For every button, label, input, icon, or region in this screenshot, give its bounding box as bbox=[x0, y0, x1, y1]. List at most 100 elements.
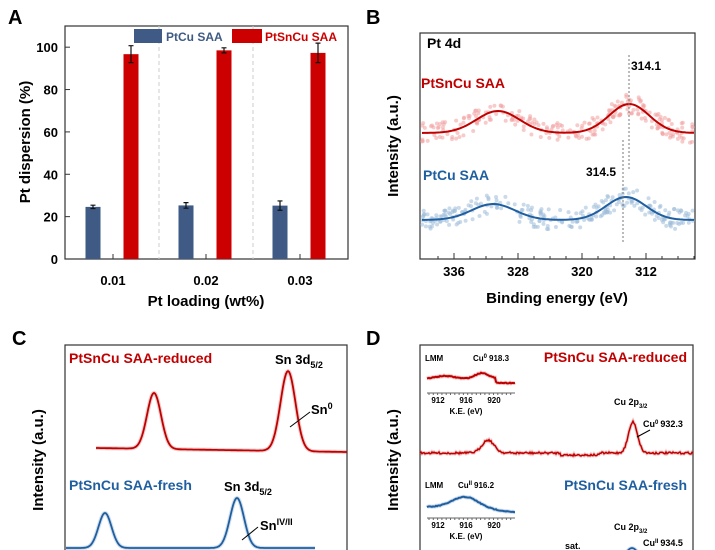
data-point bbox=[474, 196, 479, 201]
bar bbox=[85, 206, 101, 259]
data-point bbox=[545, 223, 550, 228]
data-point bbox=[635, 107, 640, 112]
data-point bbox=[656, 216, 661, 221]
data-point bbox=[450, 208, 455, 213]
error-bar bbox=[90, 204, 96, 210]
species-name: Sn bbox=[260, 518, 277, 533]
data-point bbox=[639, 208, 644, 213]
data-point bbox=[517, 219, 522, 224]
spectrum-curve bbox=[96, 370, 347, 453]
series-label-reduced: PtSnCu SAA-reduced bbox=[544, 349, 687, 365]
peak-label-sn3d-red: Sn 3d5/2 bbox=[275, 352, 323, 370]
data-point bbox=[658, 114, 663, 119]
y-axis-label: Intensity (a.u.) bbox=[385, 95, 402, 197]
y-tick-label: 20 bbox=[44, 210, 58, 225]
data-point bbox=[599, 199, 604, 204]
legend-swatch-ptcu bbox=[134, 29, 162, 43]
data-point bbox=[422, 212, 427, 217]
data-point bbox=[575, 123, 580, 128]
data-point bbox=[630, 199, 635, 204]
data-point bbox=[617, 192, 622, 197]
data-point bbox=[461, 133, 466, 138]
data-point bbox=[503, 118, 508, 123]
y-tick-label: 80 bbox=[44, 83, 58, 98]
leader-line bbox=[636, 429, 651, 438]
data-point bbox=[494, 194, 499, 199]
data-point bbox=[432, 132, 437, 137]
data-point bbox=[587, 121, 592, 126]
data-point bbox=[521, 128, 526, 133]
inset-tick-label: 912 bbox=[431, 396, 445, 405]
inset-tick-label: 912 bbox=[431, 521, 445, 530]
inset-fresh: 912 916 920 K.E. (eV) bbox=[425, 494, 515, 541]
error-bar bbox=[183, 202, 189, 209]
panel-label-b: B bbox=[366, 7, 380, 29]
x-axis-label: Pt loading (wt%) bbox=[148, 293, 265, 310]
data-point bbox=[526, 207, 531, 212]
data-point bbox=[545, 127, 550, 132]
species-superscript: IV/II bbox=[277, 517, 293, 527]
data-point bbox=[673, 226, 678, 231]
data-point bbox=[454, 136, 459, 141]
series-label-reduced: PtSnCu SAA-reduced bbox=[69, 350, 212, 366]
spectrum-curve bbox=[419, 419, 694, 458]
data-point bbox=[519, 207, 524, 212]
y-axis-label: Pt dispersion (%) bbox=[17, 81, 34, 204]
data-point bbox=[590, 115, 595, 120]
leader-line bbox=[241, 526, 259, 541]
data-point bbox=[435, 222, 440, 227]
data-point bbox=[647, 110, 652, 115]
data-point bbox=[436, 125, 441, 130]
x-tick-label: 312 bbox=[635, 264, 657, 279]
data-point bbox=[646, 196, 651, 201]
data-point bbox=[657, 205, 662, 210]
data-point bbox=[680, 139, 685, 144]
data-point bbox=[611, 115, 616, 120]
data-point bbox=[605, 207, 610, 212]
peak-subscript: 3/2 bbox=[639, 529, 648, 535]
legend-label-ptsncu: PtSnCu SAA bbox=[265, 30, 337, 44]
inset-peak-label: CuII 916.2 bbox=[458, 481, 495, 490]
data-point bbox=[500, 104, 505, 109]
inset-label-lmm: LMM bbox=[425, 354, 444, 363]
x-tick-label: 320 bbox=[571, 264, 593, 279]
data-point bbox=[483, 120, 488, 125]
data-point bbox=[669, 133, 674, 138]
data-point bbox=[447, 222, 452, 227]
data-point bbox=[616, 200, 621, 205]
data-point bbox=[626, 191, 631, 196]
x-tick-label: 328 bbox=[507, 264, 529, 279]
spectrum-title: Pt 4d bbox=[427, 35, 461, 51]
peak-subscript: 5/2 bbox=[310, 360, 323, 370]
data-point bbox=[652, 200, 657, 205]
data-point bbox=[521, 124, 526, 129]
data-point bbox=[547, 135, 552, 140]
data-point bbox=[513, 122, 518, 127]
data-point bbox=[632, 203, 637, 208]
data-point bbox=[636, 95, 641, 100]
bar bbox=[310, 52, 326, 259]
inset-tick-label: 916 bbox=[459, 396, 473, 405]
data-point bbox=[592, 128, 597, 133]
data-point bbox=[608, 120, 613, 125]
data-point bbox=[545, 226, 550, 231]
data-point bbox=[631, 107, 636, 112]
data-point bbox=[450, 137, 455, 142]
data-point bbox=[438, 121, 443, 126]
data-point bbox=[677, 222, 682, 227]
spectrum-curve bbox=[426, 371, 516, 385]
peak-value: 916.2 bbox=[474, 481, 495, 490]
data-point bbox=[613, 104, 618, 109]
data-point bbox=[492, 103, 497, 108]
data-point bbox=[662, 115, 667, 120]
data-point bbox=[538, 135, 543, 140]
data-point bbox=[631, 190, 636, 195]
x-tick-label: 336 bbox=[443, 264, 465, 279]
data-point bbox=[666, 117, 671, 122]
data-point bbox=[517, 109, 522, 114]
x-tick-label: 0.03 bbox=[287, 273, 312, 288]
data-point bbox=[558, 208, 563, 213]
peak-name: Cu bbox=[458, 481, 469, 490]
data-point bbox=[516, 113, 521, 118]
data-point bbox=[628, 98, 633, 103]
